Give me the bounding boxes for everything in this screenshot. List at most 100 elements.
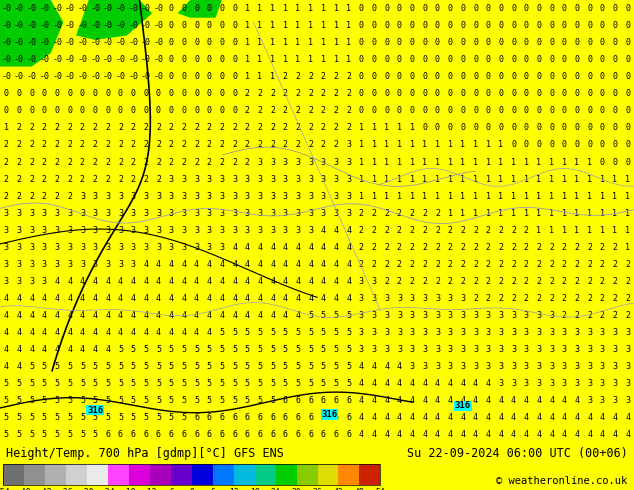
Text: 1: 1 <box>574 157 579 167</box>
Text: 2: 2 <box>612 294 618 303</box>
Text: 4: 4 <box>181 328 186 337</box>
Text: 4: 4 <box>600 430 605 440</box>
Text: 0: 0 <box>16 89 22 98</box>
Text: 0: 0 <box>473 55 478 64</box>
Text: -0: -0 <box>103 21 113 30</box>
Text: 2: 2 <box>143 123 148 132</box>
Text: 6: 6 <box>207 414 212 422</box>
Text: 0: 0 <box>473 21 478 30</box>
Text: 4: 4 <box>283 294 288 303</box>
Text: 0: 0 <box>612 4 618 13</box>
Text: 3: 3 <box>169 209 174 218</box>
Text: 2: 2 <box>321 123 326 132</box>
Text: 3: 3 <box>587 328 592 337</box>
Text: -0: -0 <box>153 21 164 30</box>
Text: 1: 1 <box>587 174 592 184</box>
Text: 4: 4 <box>16 345 22 354</box>
Text: -0: -0 <box>27 4 37 13</box>
Text: 3: 3 <box>80 209 85 218</box>
Text: 1: 1 <box>372 174 377 184</box>
Text: 0: 0 <box>422 55 427 64</box>
Text: 3: 3 <box>587 362 592 371</box>
Text: 1: 1 <box>359 157 364 167</box>
Text: 3: 3 <box>486 345 491 354</box>
Text: 4: 4 <box>460 379 465 388</box>
Text: 2: 2 <box>346 89 351 98</box>
Text: 3: 3 <box>169 174 174 184</box>
Text: 5: 5 <box>321 328 326 337</box>
Text: 1: 1 <box>397 174 402 184</box>
Text: 0: 0 <box>600 141 605 149</box>
Text: 4: 4 <box>372 396 377 405</box>
Text: 4: 4 <box>245 294 250 303</box>
Text: 1: 1 <box>473 157 478 167</box>
Text: 2: 2 <box>118 123 123 132</box>
Text: 1: 1 <box>625 243 630 252</box>
Text: 3: 3 <box>498 362 503 371</box>
Text: 1: 1 <box>549 157 554 167</box>
Text: 3: 3 <box>16 209 22 218</box>
Text: 6: 6 <box>245 414 250 422</box>
Text: 2: 2 <box>105 157 110 167</box>
Text: 6: 6 <box>295 414 301 422</box>
Text: 0: 0 <box>359 4 364 13</box>
Text: 3: 3 <box>422 311 427 320</box>
Text: 0: 0 <box>93 106 98 115</box>
Text: 4: 4 <box>169 260 174 269</box>
Text: 0: 0 <box>42 106 47 115</box>
Text: 0: 0 <box>600 4 605 13</box>
Text: 6: 6 <box>346 396 351 405</box>
Text: 0: 0 <box>448 123 453 132</box>
Text: 2: 2 <box>156 157 161 167</box>
Text: 2: 2 <box>435 209 440 218</box>
Text: 0: 0 <box>612 72 618 81</box>
Text: 2: 2 <box>574 243 579 252</box>
Text: 4: 4 <box>105 328 110 337</box>
Text: 0: 0 <box>460 55 465 64</box>
Text: 5: 5 <box>270 396 275 405</box>
Text: -0: -0 <box>128 55 138 64</box>
Text: 2: 2 <box>536 243 541 252</box>
Text: 3: 3 <box>16 243 22 252</box>
Text: 1: 1 <box>460 157 465 167</box>
Text: 5: 5 <box>181 362 186 371</box>
Text: 2: 2 <box>600 243 605 252</box>
Text: 4: 4 <box>384 396 389 405</box>
Text: -0: -0 <box>128 21 138 30</box>
Text: 4: 4 <box>397 362 402 371</box>
Text: 0: 0 <box>169 72 174 81</box>
Text: 2: 2 <box>232 141 237 149</box>
Text: 2: 2 <box>600 260 605 269</box>
Text: 0: 0 <box>219 106 224 115</box>
Text: 4: 4 <box>372 414 377 422</box>
Text: 3: 3 <box>625 379 630 388</box>
Text: -0: -0 <box>65 55 75 64</box>
Text: 5: 5 <box>333 328 339 337</box>
Text: 4: 4 <box>270 294 275 303</box>
Text: 3: 3 <box>473 328 478 337</box>
Text: 0: 0 <box>156 106 161 115</box>
Text: -0: -0 <box>14 38 24 47</box>
Text: 2: 2 <box>4 141 9 149</box>
Text: 4: 4 <box>80 328 85 337</box>
Text: 3: 3 <box>29 226 34 235</box>
Text: 2: 2 <box>131 141 136 149</box>
Text: 2: 2 <box>219 157 224 167</box>
Text: 4: 4 <box>448 414 453 422</box>
Text: 5: 5 <box>346 379 351 388</box>
Text: 4: 4 <box>270 277 275 286</box>
Text: 3: 3 <box>346 209 351 218</box>
Text: 0: 0 <box>169 4 174 13</box>
Text: 1: 1 <box>359 174 364 184</box>
Text: 1: 1 <box>346 38 351 47</box>
Text: 0: 0 <box>612 55 618 64</box>
Text: 4: 4 <box>93 311 98 320</box>
Text: 5: 5 <box>270 345 275 354</box>
Text: 2: 2 <box>118 141 123 149</box>
Text: 3: 3 <box>410 362 415 371</box>
Text: 2: 2 <box>384 243 389 252</box>
Text: 4: 4 <box>524 396 529 405</box>
Text: 4: 4 <box>333 260 339 269</box>
Text: 4: 4 <box>93 328 98 337</box>
Text: 0: 0 <box>524 4 529 13</box>
